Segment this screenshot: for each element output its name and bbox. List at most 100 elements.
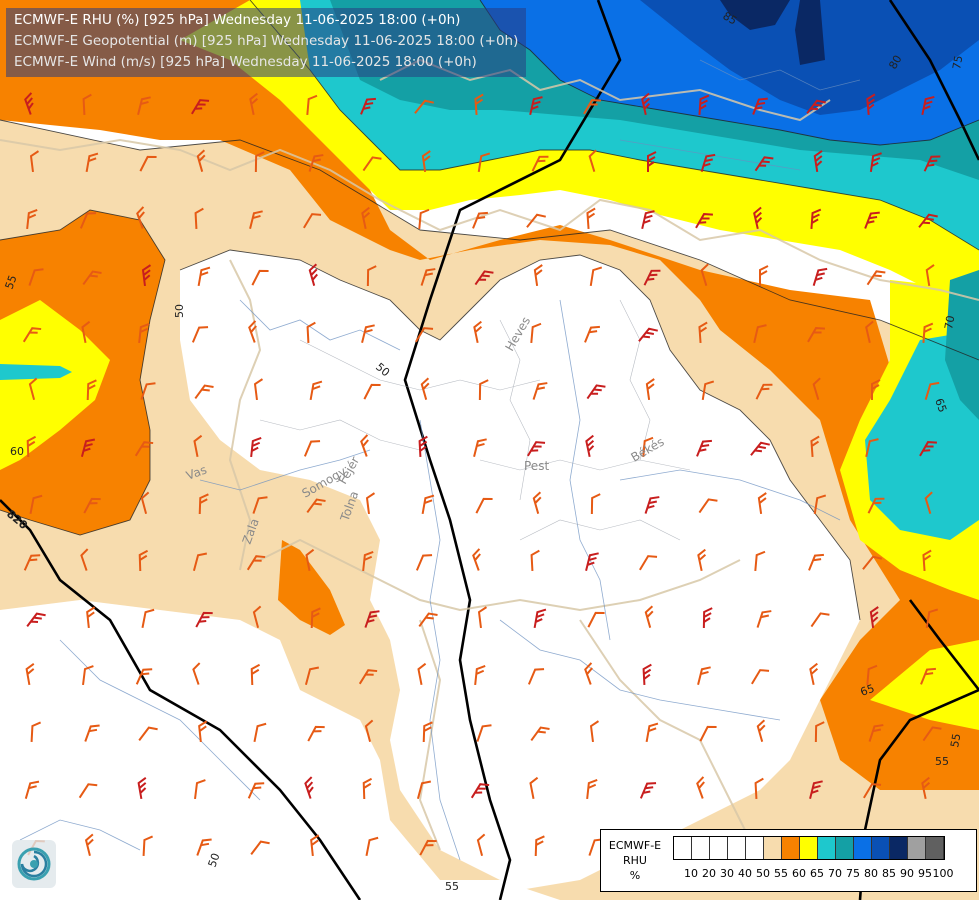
wind-barb: [584, 662, 593, 685]
wind-barb: [422, 721, 433, 743]
wind-barb: [526, 213, 546, 228]
wind-barb: [136, 206, 145, 229]
contour-label: 60: [10, 445, 24, 458]
wind-barb: [530, 322, 542, 344]
wind-barb: [306, 498, 326, 514]
wind-barb: [865, 320, 874, 344]
wind-barb: [759, 265, 769, 286]
wind-barb: [83, 497, 101, 514]
wind-barb: [192, 662, 201, 685]
wind-barb: [362, 777, 373, 800]
wind-barb: [477, 152, 491, 173]
wind-barb: [697, 666, 711, 686]
wind-barb: [22, 327, 42, 343]
wind-barb: [527, 668, 545, 685]
contour-label: 65: [859, 682, 877, 699]
wind-barb: [924, 381, 940, 400]
wind-barb: [698, 321, 708, 344]
wind-barb: [812, 377, 821, 400]
wind-barb: [26, 612, 46, 627]
contour-label: 70: [942, 314, 957, 330]
wind-barb: [696, 439, 712, 457]
wind-barb: [867, 497, 885, 514]
legend-swatch: [926, 837, 944, 859]
wind-barb: [583, 99, 601, 115]
legend-variable: RHU: [623, 854, 647, 867]
ecmwf-logo-icon: [12, 840, 56, 888]
wind-barb: [191, 99, 210, 115]
contour-label: 55: [948, 732, 963, 748]
wind-barb: [365, 492, 376, 515]
land-white-southwest: [0, 605, 380, 900]
wind-barb: [29, 150, 40, 173]
wind-barb: [253, 722, 267, 743]
land-white-interior: [180, 250, 860, 890]
wind-barb: [643, 269, 661, 286]
wind-barb: [644, 605, 654, 628]
contour-label: 55: [935, 755, 949, 768]
wind-barb: [134, 441, 154, 457]
wind-barb: [869, 606, 879, 629]
rhu-65-field-west: [0, 300, 110, 470]
wind-barb: [246, 555, 266, 571]
wind-barb: [923, 155, 941, 172]
wind-barb: [753, 324, 767, 344]
wind-title: ECMWF-E Wind (m/s) [925 hPa] Wednesday 1…: [14, 54, 477, 70]
wind-barb: [137, 96, 151, 116]
contour-label: 65: [932, 397, 949, 415]
wind-barb: [532, 382, 548, 400]
legend-swatch: [710, 837, 728, 859]
rhu-75-field-east: [945, 270, 979, 420]
wind-barb: [310, 834, 320, 857]
wind-barb: [304, 776, 314, 799]
wind-barb: [418, 208, 430, 230]
wind-barb: [250, 663, 261, 686]
wind-barb: [362, 156, 382, 172]
wind-barb: [29, 494, 43, 515]
legend-tick: 30: [720, 867, 734, 880]
rhu-70-field-west: [0, 364, 72, 380]
wind-barb: [138, 549, 149, 572]
wind-barb: [138, 726, 158, 741]
geopotential-contour: [0, 499, 362, 900]
wind-barb: [813, 150, 823, 173]
wind-barb: [810, 208, 822, 230]
wind-barb: [250, 840, 270, 855]
wind-barb: [922, 549, 932, 572]
legend-tick: 55: [774, 867, 788, 880]
legend-tick-labels: 10 20 30 40 50 55 60 65 70 75 80 85 90 95 100: [673, 867, 963, 881]
legend-swatch: [854, 837, 872, 859]
wind-barb: [198, 493, 209, 515]
wind-barb: [866, 664, 878, 686]
wind-barb: [529, 776, 539, 800]
wind-barb: [639, 555, 658, 571]
wind-barb: [418, 435, 428, 458]
legend-swatch: [890, 837, 908, 859]
wind-barb: [82, 93, 92, 116]
wind-barb: [194, 384, 214, 400]
legend-tick: 80: [864, 867, 878, 880]
wind-barb: [644, 496, 660, 514]
wind-barb: [645, 722, 659, 743]
wind-barb: [138, 322, 150, 344]
wind-barb: [585, 552, 599, 572]
wind-barb: [308, 263, 318, 286]
place-label: Vas: [184, 463, 208, 483]
wind-barb: [473, 320, 483, 344]
legend-tick: 70: [828, 867, 842, 880]
wind-barb: [698, 94, 710, 116]
rhu-60-field-south: [278, 540, 345, 635]
wind-barb: [470, 783, 490, 799]
rhu-65-field-se: [870, 640, 979, 730]
wind-barb: [26, 435, 37, 458]
wind-barb: [472, 548, 481, 571]
wind-barb: [586, 207, 596, 230]
wind-barb: [757, 492, 767, 515]
legend-tick: 20: [702, 867, 716, 880]
wind-barb: [476, 833, 486, 856]
wind-barb: [645, 378, 655, 401]
wind-barb: [192, 552, 208, 571]
wind-barb: [864, 211, 880, 229]
wind-barb: [420, 377, 430, 400]
